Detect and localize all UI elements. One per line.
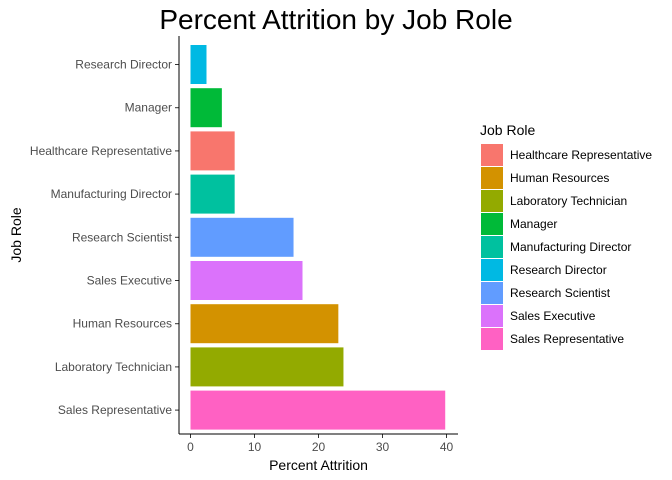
- bar-sales-representative: [190, 390, 446, 430]
- x-tick-label: 20: [312, 440, 326, 454]
- y-tick-label: Laboratory Technician: [55, 360, 172, 374]
- legend-label: Sales Executive: [510, 309, 596, 323]
- y-axis-title: Job Role: [8, 207, 24, 262]
- y-tick-label: Manufacturing Director: [51, 187, 172, 201]
- bar-manufacturing-director: [190, 174, 235, 214]
- legend-label: Research Scientist: [510, 286, 611, 300]
- legend-label: Manager: [510, 217, 557, 231]
- bar-laboratory-technician: [190, 347, 344, 387]
- x-tick-label: 30: [376, 440, 390, 454]
- y-tick-label: Sales Executive: [87, 274, 173, 288]
- x-tick-label: 0: [187, 440, 194, 454]
- y-tick-label: Sales Representative: [58, 403, 172, 417]
- legend-key: [481, 328, 503, 350]
- legend-label: Manufacturing Director: [510, 240, 631, 254]
- legend-key: [481, 282, 503, 304]
- bars-group: [190, 45, 446, 430]
- y-tick-label: Human Resources: [73, 317, 172, 331]
- legend: Job Role Healthcare Representative Human …: [480, 122, 652, 350]
- legend-label: Human Resources: [510, 171, 609, 185]
- bar-research-director: [190, 45, 207, 84]
- legend-title: Job Role: [480, 122, 535, 138]
- x-axis-ticks: 0 10 20 30 40: [187, 434, 453, 454]
- legend-key: [481, 236, 503, 258]
- bar-healthcare-representative: [190, 131, 235, 171]
- chart-title: Percent Attrition by Job Role: [159, 4, 513, 35]
- legend-label: Sales Representative: [510, 332, 624, 346]
- legend-key: [481, 213, 503, 235]
- y-tick-label: Research Scientist: [72, 230, 173, 244]
- x-tick-label: 40: [440, 440, 454, 454]
- y-tick-label: Manager: [125, 101, 172, 115]
- legend-key: [481, 190, 503, 212]
- legend-key: [481, 144, 503, 166]
- bar-manager: [190, 88, 222, 128]
- bar-sales-executive: [190, 261, 303, 300]
- x-tick-label: 10: [248, 440, 262, 454]
- x-axis-title: Percent Attrition: [269, 457, 368, 473]
- y-axis-ticks: Research Director Manager Healthcare Repre…: [30, 58, 179, 417]
- legend-label: Research Director: [510, 263, 607, 277]
- legend-label: Healthcare Representative: [510, 148, 652, 162]
- y-tick-label: Healthcare Representative: [30, 144, 172, 158]
- legend-label: Laboratory Technician: [510, 194, 627, 208]
- y-tick-label: Research Director: [75, 58, 172, 72]
- legend-key: [481, 167, 503, 189]
- legend-key: [481, 305, 503, 327]
- bar-research-scientist: [190, 217, 294, 257]
- legend-key: [481, 259, 503, 281]
- bar-human-resources: [190, 304, 339, 344]
